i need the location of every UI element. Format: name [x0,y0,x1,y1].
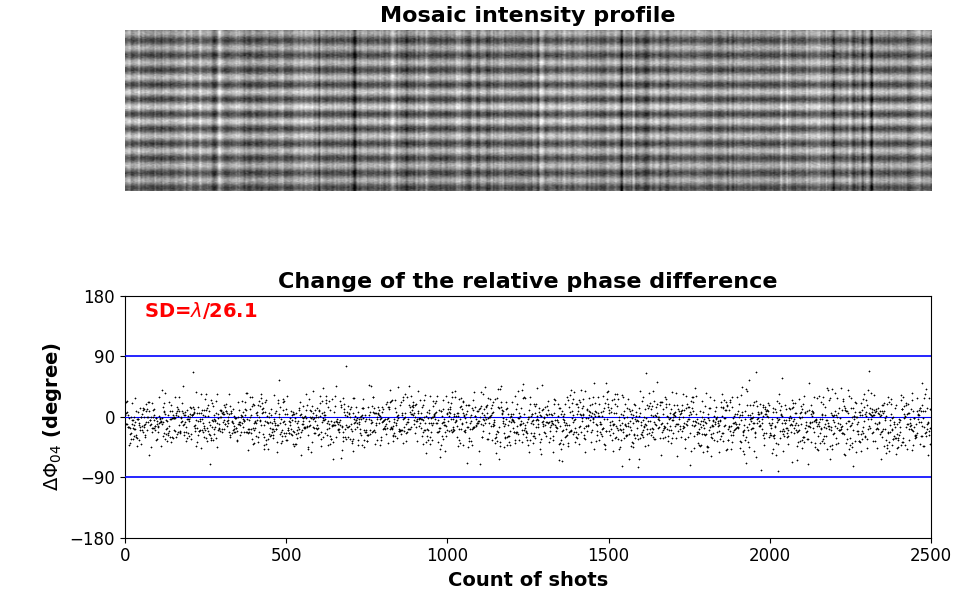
X-axis label: Count of shots: Count of shots [448,571,608,590]
Title: Change of the relative phase difference: Change of the relative phase difference [278,272,778,292]
Text: SD=$\lambda$/26.1: SD=$\lambda$/26.1 [144,300,257,321]
Title: Mosaic intensity profile: Mosaic intensity profile [380,6,676,26]
Y-axis label: $\Delta\Phi_{04}$ (degree): $\Delta\Phi_{04}$ (degree) [41,342,64,491]
